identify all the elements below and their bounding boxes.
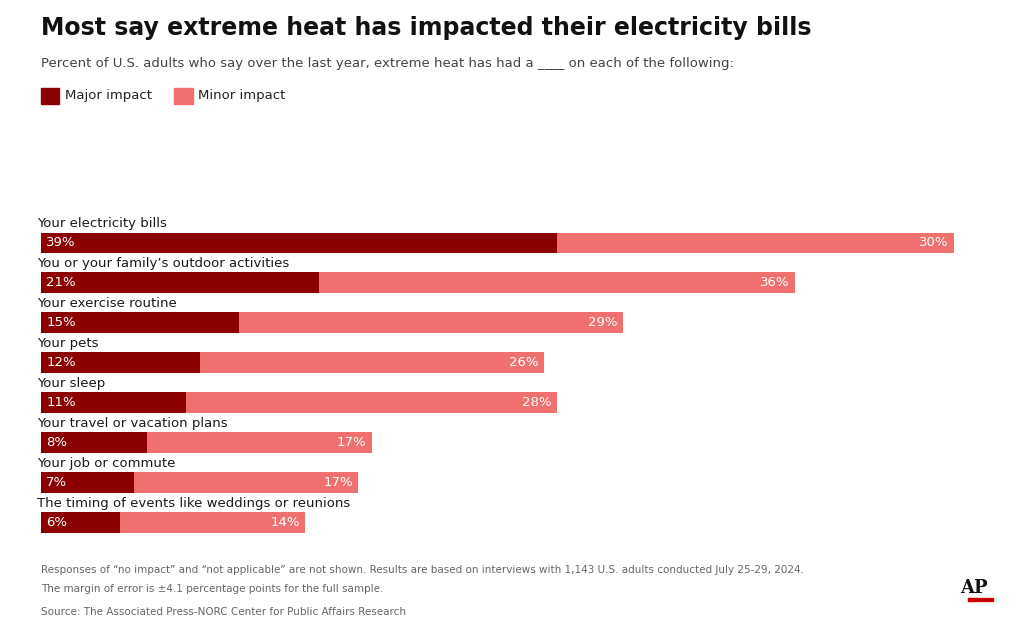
Text: 15%: 15% — [46, 316, 76, 329]
Bar — [41, 433, 146, 453]
Text: Your travel or vacation plans: Your travel or vacation plans — [37, 417, 227, 430]
Text: Minor impact: Minor impact — [198, 89, 285, 102]
Bar — [41, 472, 133, 493]
Text: AP: AP — [961, 579, 988, 597]
Text: 30%: 30% — [919, 237, 948, 249]
Bar — [41, 352, 200, 373]
Bar — [186, 392, 557, 413]
Text: 14%: 14% — [270, 516, 300, 529]
Bar — [318, 272, 795, 293]
Text: Responses of “no impact” and “not applicable” are not shown. Results are based o: Responses of “no impact” and “not applic… — [41, 565, 804, 575]
Text: Your electricity bills: Your electricity bills — [37, 217, 167, 230]
Bar — [41, 512, 121, 533]
Text: Most say extreme heat has impacted their electricity bills: Most say extreme heat has impacted their… — [41, 16, 811, 40]
Bar — [41, 232, 557, 253]
Text: 17%: 17% — [324, 476, 353, 489]
Text: 11%: 11% — [46, 396, 76, 410]
Text: 26%: 26% — [509, 356, 539, 369]
Text: 6%: 6% — [46, 516, 68, 529]
Bar — [240, 313, 623, 333]
Text: Source: The Associated Press-NORC Center for Public Affairs Research: Source: The Associated Press-NORC Center… — [41, 607, 406, 618]
Bar — [41, 392, 186, 413]
Bar — [41, 313, 240, 333]
Text: Your pets: Your pets — [37, 337, 98, 350]
Bar — [121, 512, 305, 533]
Text: 28%: 28% — [522, 396, 552, 410]
Bar — [557, 232, 953, 253]
Text: Your sleep: Your sleep — [37, 377, 105, 390]
Text: You or your family’s outdoor activities: You or your family’s outdoor activities — [37, 257, 289, 270]
Text: 39%: 39% — [46, 237, 76, 249]
Bar — [133, 472, 358, 493]
Text: 8%: 8% — [46, 436, 68, 449]
Text: 12%: 12% — [46, 356, 76, 369]
Text: The margin of error is ±4.1 percentage points for the full sample.: The margin of error is ±4.1 percentage p… — [41, 584, 383, 594]
Bar — [200, 352, 544, 373]
Text: Major impact: Major impact — [65, 89, 152, 102]
Text: 29%: 29% — [588, 316, 617, 329]
Text: 7%: 7% — [46, 476, 68, 489]
Text: The timing of events like weddings or reunions: The timing of events like weddings or re… — [37, 497, 350, 510]
Text: Your job or commute: Your job or commute — [37, 457, 175, 470]
Bar — [41, 272, 318, 293]
Text: 21%: 21% — [46, 276, 76, 290]
Text: 36%: 36% — [760, 276, 790, 290]
Text: Percent of U.S. adults who say over the last year, extreme heat has had a ____ o: Percent of U.S. adults who say over the … — [41, 57, 734, 70]
Text: 17%: 17% — [337, 436, 367, 449]
Bar — [146, 433, 372, 453]
Text: Your exercise routine: Your exercise routine — [37, 297, 177, 310]
